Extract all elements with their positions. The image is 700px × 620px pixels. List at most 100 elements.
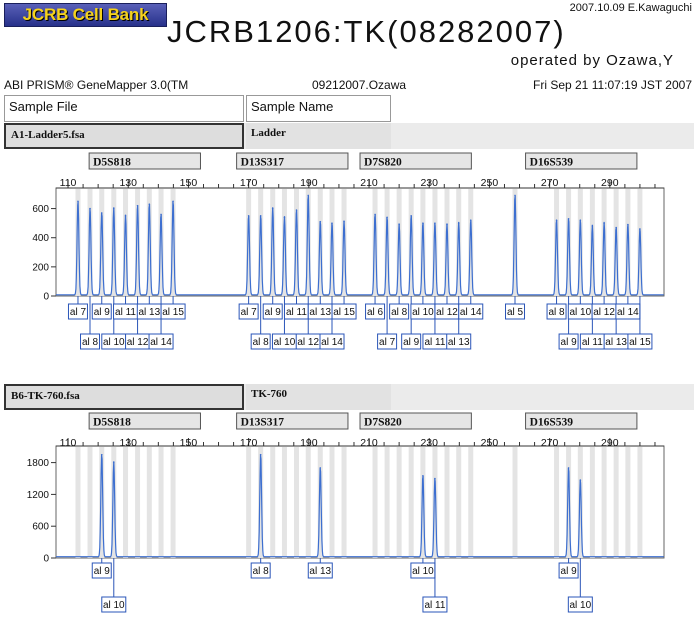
allele-bin (420, 189, 426, 296)
allele-label: al 12 (127, 337, 149, 348)
allele-label: al 14 (150, 337, 172, 348)
allele-bin (341, 189, 347, 296)
peak-point (259, 215, 262, 217)
allele-bin (135, 189, 141, 296)
allele-box (331, 303, 357, 320)
allele-box (91, 303, 112, 320)
allele-bin (637, 447, 643, 558)
allele-bin (123, 189, 129, 296)
allele-box (365, 303, 386, 320)
allele-bin (468, 189, 474, 296)
peak-point (579, 219, 582, 222)
allele-bin (99, 189, 105, 296)
allele-label: al 9 (94, 307, 111, 318)
peak-point (627, 223, 629, 226)
x-tick-label: 290 (601, 437, 619, 449)
x-tick-label: 170 (240, 177, 258, 189)
allele-bin (456, 447, 462, 558)
marker-label: D5S818 (93, 417, 131, 429)
x-tick-label: 290 (601, 177, 619, 189)
peak-point (77, 200, 79, 203)
peak-point (343, 220, 345, 223)
allele-bin (577, 447, 583, 558)
allele-bin (146, 447, 152, 558)
run-timestamp: Fri Sep 21 11:07:19 JST 2007 (533, 78, 692, 92)
allele-label: al 11 (115, 307, 136, 318)
allele-label: al 7 (70, 307, 87, 318)
page-title: JCRB1206:TK(08282007) (167, 14, 566, 49)
allele-box (101, 596, 127, 613)
allele-bin (317, 189, 323, 296)
allele-bin (613, 189, 619, 296)
allele-box (377, 333, 398, 350)
sample-file-cell[interactable]: B6-TK-760.fsa (4, 384, 244, 410)
marker-bar (525, 412, 638, 430)
allele-box (80, 333, 101, 350)
allele-bin (625, 189, 631, 296)
allele-bin (305, 447, 311, 558)
peak-point (100, 212, 103, 214)
allele-label: al 13 (309, 566, 331, 577)
x-tick-label: 210 (360, 177, 378, 189)
allele-bin (456, 189, 462, 296)
peak-point (434, 477, 436, 480)
marker-label: D13S317 (241, 157, 285, 169)
software-name: ABI PRISM® GeneMapper 3.0(TM (4, 78, 189, 92)
marker-bar (359, 412, 472, 430)
allele-label: al 8 (548, 307, 565, 318)
allele-box (505, 303, 526, 320)
marker-bar (236, 152, 349, 170)
allele-box (319, 333, 345, 350)
peak-point (319, 220, 322, 223)
x-tick-label: 210 (360, 437, 378, 449)
peak-point (124, 215, 127, 217)
jcrb-cell-bank-logo: JCRB Cell Bank (4, 3, 167, 27)
allele-label: al 10 (103, 337, 125, 348)
sample-name-cell: Ladder (246, 123, 391, 149)
peak-point (398, 223, 400, 226)
sample-file-cell[interactable]: A1-Ladder5.fsa (4, 123, 244, 149)
peak-point (579, 479, 582, 481)
allele-bin (341, 447, 347, 558)
marker-label: D5S818 (93, 157, 131, 169)
allele-label: al 11 (424, 337, 445, 348)
allele-label: al 10 (569, 600, 591, 611)
allele-label: al 11 (582, 337, 603, 348)
allele-box (148, 333, 174, 350)
x-tick-label: 250 (481, 177, 499, 189)
allele-label: al 9 (265, 307, 282, 318)
allele-bin (613, 447, 619, 558)
peak-point (89, 207, 91, 210)
marker-bar (88, 412, 201, 430)
allele-bin (408, 189, 414, 296)
allele-bin (123, 447, 129, 558)
allele-bin (589, 447, 595, 558)
allele-label: al 10 (274, 337, 296, 348)
allele-bin (305, 189, 311, 296)
allele-bin (246, 447, 252, 558)
allele-bin (246, 189, 252, 296)
peak-point (615, 226, 617, 229)
allele-bin (637, 189, 643, 296)
x-tick-label: 270 (541, 177, 559, 189)
electropherogram-sample: D5S818 D13S317 D7S820 D16S539 110 130 150 170 19… (27, 412, 665, 613)
allele-box (422, 596, 448, 613)
allele-bin (512, 447, 518, 558)
allele-label: al 8 (391, 307, 408, 318)
allele-box (250, 562, 271, 579)
electropherogram-ladder: D5S818 D13S317 D7S820 D16S539 110 130 150 170 19… (32, 152, 665, 350)
allele-box (627, 333, 653, 350)
peak-point (319, 467, 322, 469)
allele-box (558, 333, 579, 350)
allele-label: al 14 (617, 307, 639, 318)
allele-bin (99, 447, 105, 558)
allele-label: al 8 (253, 566, 270, 577)
allele-bin (270, 189, 276, 296)
allele-bin (270, 447, 276, 558)
allele-label: al 14 (460, 307, 482, 318)
peak-point (410, 215, 412, 217)
allele-bin (625, 447, 631, 558)
allele-bin (601, 447, 607, 558)
allele-bin (170, 189, 176, 296)
run-name: 09212007.Ozawa (312, 78, 407, 92)
